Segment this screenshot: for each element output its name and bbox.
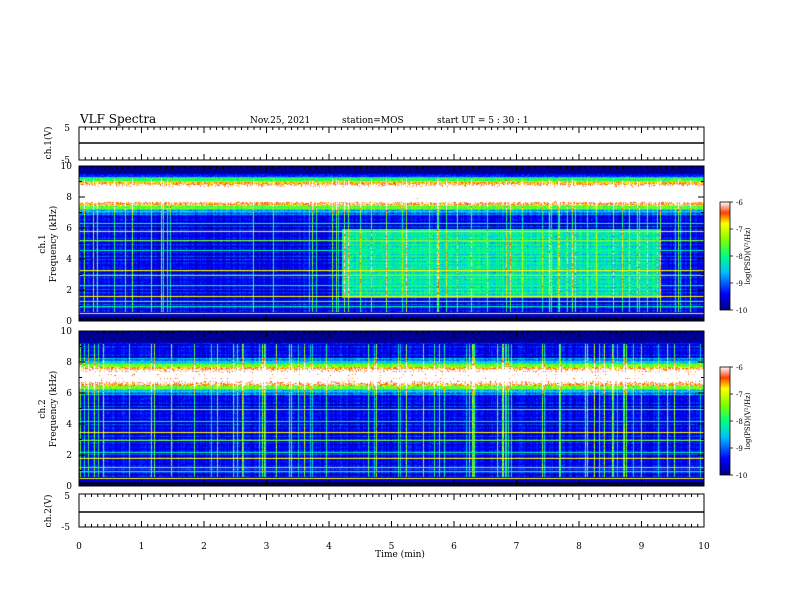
colorbar-tick-label: -8 <box>736 418 743 426</box>
y-tick-label: 10 <box>61 162 73 172</box>
station-label: station=MOS <box>342 116 404 126</box>
colorbar-tick-label: -7 <box>736 391 743 399</box>
colorbar-tick-label: -9 <box>736 280 743 288</box>
ch2-colorbar-label: log(PSD)(V²/Hz) <box>744 392 752 449</box>
ch1-spectrogram-panel: 0 2 4 6 8 10 ch.1 Frequency (kHz) <box>38 162 705 327</box>
ch1-wave-ytick-top: 5 <box>64 124 70 134</box>
x-tick-label: 4 <box>326 542 332 552</box>
y-tick-label: 4 <box>66 255 72 265</box>
x-tick-label: 8 <box>576 542 582 552</box>
ch1-spectrogram-image <box>79 166 704 321</box>
ch1-spec-ylabel-freq: Frequency (kHz) <box>48 206 59 283</box>
x-tick-label: 6 <box>451 542 457 552</box>
x-tick-label: 0 <box>76 542 82 552</box>
colorbar-tick-label: -10 <box>736 307 747 315</box>
ch1-colorbar: -6 -7 -8 -9 -10 log(PSD)(V²/Hz) <box>719 199 752 315</box>
y-tick-label: 0 <box>66 482 72 492</box>
x-tick-label: 10 <box>698 542 710 552</box>
y-tick-label: 0 <box>66 317 72 327</box>
x-axis-label: Time (min) <box>375 549 425 560</box>
ch2-colorbar: -6 -7 -8 -9 -10 log(PSD)(V²/Hz) <box>719 364 752 480</box>
ch2-waveform-panel: 5 -5 ch.2(V) 0 1 2 3 4 5 6 7 8 9 10 Time (min) <box>43 492 710 560</box>
ch2-spec-ylabel-channel: ch.2 <box>38 399 48 418</box>
ch2-spec-ylabel-freq: Frequency (kHz) <box>48 371 59 448</box>
ch1-waveform-panel: 5 -5 ch.1(V) <box>43 124 705 166</box>
y-tick-label: 8 <box>66 193 72 203</box>
y-tick-label: 8 <box>66 358 72 368</box>
y-tick-label: 6 <box>66 389 72 399</box>
ch2-wave-ylabel: ch.2(V) <box>43 495 54 528</box>
ch2-wave-ytick-bottom: -5 <box>61 523 70 533</box>
x-tick-label: 9 <box>639 542 645 552</box>
ch1-colorbar-label: log(PSD)(V²/Hz) <box>744 227 752 284</box>
ch2-spectrogram-panel: 0 2 4 6 8 10 ch.2 Frequency (kHz) <box>38 327 705 492</box>
colorbar-tick-label: -6 <box>736 199 743 207</box>
ch2-spectrogram-image <box>79 331 704 486</box>
start-time-label: start UT = 5 : 30 : 1 <box>437 116 529 126</box>
x-tick-label: 2 <box>201 542 207 552</box>
colorbar-tick-label: -10 <box>736 472 747 480</box>
x-tick-label: 3 <box>264 542 270 552</box>
y-tick-label: 10 <box>61 327 73 337</box>
y-tick-label: 2 <box>66 451 72 461</box>
x-tick-label: 7 <box>514 542 520 552</box>
y-tick-label: 4 <box>66 420 72 430</box>
ch1-wave-ylabel: ch.1(V) <box>43 127 54 160</box>
x-tick-label: 5 <box>389 542 395 552</box>
ch1-spec-ylabel-channel: ch.1 <box>38 234 48 253</box>
colorbar-tick-label: -8 <box>736 253 743 261</box>
x-tick-label: 1 <box>139 542 145 552</box>
figure-title: VLF Spectra <box>79 112 156 126</box>
colorbar-tick-label: -7 <box>736 226 743 234</box>
colorbar-tick-label: -6 <box>736 364 743 372</box>
ch1-wave-ytick-bottom: -5 <box>61 156 70 166</box>
date-label: Nov.25, 2021 <box>250 116 310 126</box>
colorbar-tick-label: -9 <box>736 445 743 453</box>
ch2-wave-ytick-top: 5 <box>64 492 70 502</box>
y-tick-label: 2 <box>66 286 72 296</box>
y-tick-label: 6 <box>66 224 72 234</box>
